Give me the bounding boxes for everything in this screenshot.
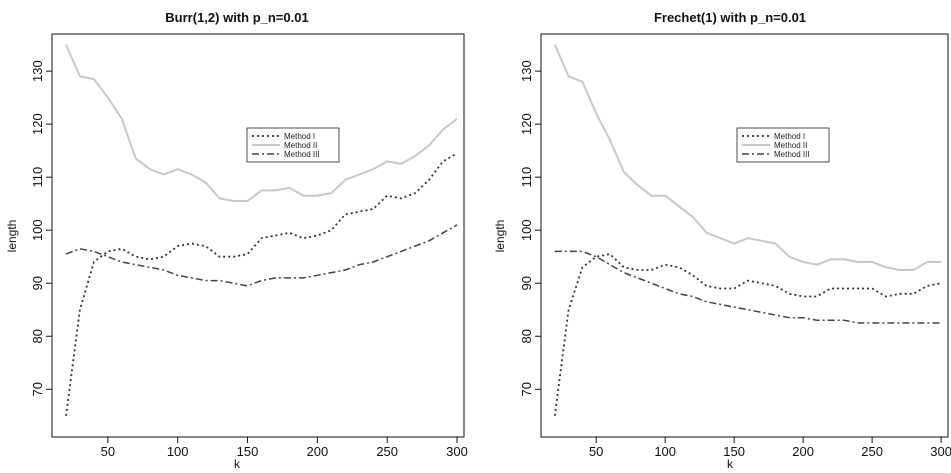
x-tick-label: 250 [376, 444, 398, 459]
chart-panel-2: Frechet(1) with p_n=0.01 50 100 150 200 250 30… [493, 10, 951, 471]
series-line-method-iii [554, 250, 942, 324]
y-axis-label: length [493, 220, 507, 253]
x-tick-label: 250 [861, 444, 883, 459]
legend-entry: Method I [284, 132, 315, 141]
y-tick-label: 90 [519, 276, 534, 290]
y-tick-label: 110 [30, 167, 45, 188]
chart-title: Frechet(1) with p_n=0.01 [654, 10, 806, 25]
legend-entry: Method III [284, 150, 320, 159]
y-tick-label: 100 [30, 219, 45, 241]
x-tick-label: 50 [101, 444, 115, 459]
x-tick-label: 50 [589, 444, 603, 459]
y-tick-label: 70 [30, 382, 45, 396]
x-tick-label: 100 [654, 444, 676, 459]
chart-panel-1: Burr(1,2) with p_n=0.01 50 100 150 200 250 300… [5, 10, 468, 471]
x-tick-label: 100 [167, 444, 189, 459]
x-axis-label: k [727, 457, 734, 471]
chart-title: Burr(1,2) with p_n=0.01 [165, 10, 308, 25]
plot-frame [51, 33, 465, 438]
series-line-method-ii [553, 44, 942, 271]
y-tick-label: 130 [30, 60, 45, 82]
y-axis-label: length [5, 220, 19, 253]
x-tick-label: 200 [307, 444, 329, 459]
y-tick-label: 70 [519, 382, 534, 396]
x-tick-label: 150 [723, 444, 745, 459]
series-line-method-i [553, 253, 942, 416]
legend-entry: Method II [284, 141, 317, 150]
legend-entry: Method II [774, 141, 807, 150]
y-tick-label: 90 [30, 276, 45, 290]
plot-frame [540, 33, 949, 438]
x-tick-label: 300 [930, 444, 951, 459]
legend-entry: Method III [774, 150, 810, 159]
legend-entry: Method I [774, 132, 805, 141]
series-line-method-iii [65, 224, 458, 287]
y-tick-label: 130 [519, 60, 534, 82]
x-tick-label: 200 [792, 444, 814, 459]
y-tick-label: 120 [519, 113, 534, 135]
y-tick-label: 80 [519, 329, 534, 343]
y-tick-label: 120 [30, 113, 45, 135]
x-tick-label: 300 [446, 444, 468, 459]
y-tick-label: 80 [30, 329, 45, 343]
y-tick-label: 100 [519, 219, 534, 241]
x-tick-label: 150 [237, 444, 259, 459]
series-line-method-ii [65, 44, 458, 202]
series-line-method-i [65, 152, 458, 416]
y-tick-label: 110 [519, 167, 534, 188]
x-axis-label: k [234, 457, 241, 471]
